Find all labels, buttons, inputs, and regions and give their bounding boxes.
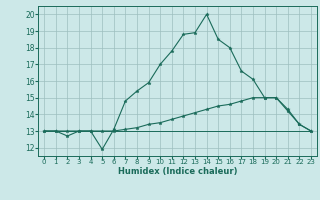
X-axis label: Humidex (Indice chaleur): Humidex (Indice chaleur) (118, 167, 237, 176)
